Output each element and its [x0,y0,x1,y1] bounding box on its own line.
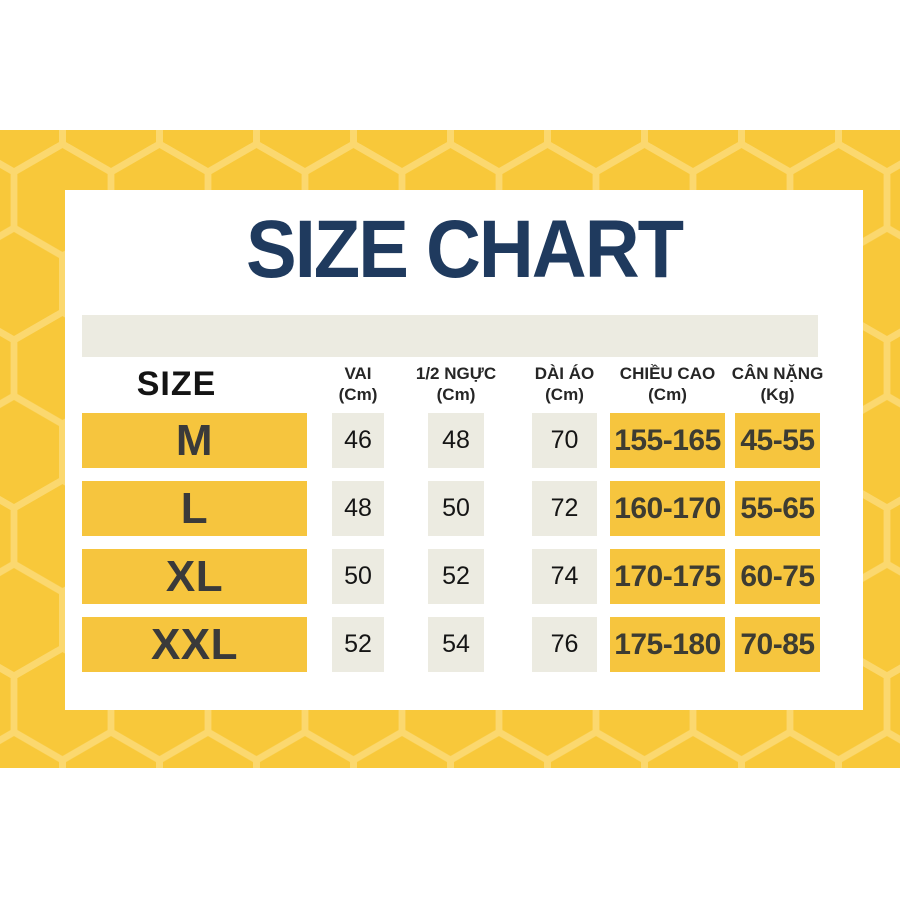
nguc-cell: 50 [428,481,484,536]
column-label: DÀI ÁO [534,364,595,383]
vai-cell: 52 [332,617,384,672]
dai-ao-cell: 72 [532,481,597,536]
dai-ao-cell: 76 [532,617,597,672]
table-row-xl: XL 50 52 74 170-175 60-75 [65,549,863,604]
column-label: VAI [344,364,372,383]
column-unit: (Cm) [648,385,687,404]
chieu-cao-cell: 170-175 [610,549,725,604]
table-row-m: M 46 48 70 155-165 45-55 [65,413,863,468]
column-header-chieu-cao: CHIỀU CAO (Cm) [610,358,725,410]
vai-cell: 50 [332,549,384,604]
column-unit: (Kg) [760,385,795,404]
chieu-cao-cell: 155-165 [610,413,725,468]
size-cell: M [82,413,307,468]
header-divider-bar [82,315,818,357]
chieu-cao-cell: 175-180 [610,617,725,672]
column-header-size: SIZE [136,364,217,403]
vai-cell: 46 [332,413,384,468]
column-label: CÂN NẶNG [731,364,824,383]
can-nang-cell: 45-55 [735,413,820,468]
nguc-cell: 52 [428,549,484,604]
dai-ao-cell: 74 [532,549,597,604]
nguc-cell: 54 [428,617,484,672]
vai-cell: 48 [332,481,384,536]
column-header-can-nang: CÂN NẶNG (Kg) [732,358,824,410]
column-unit: (Cm) [545,385,584,404]
nguc-cell: 48 [428,413,484,468]
table-row-xxl: XXL 52 54 76 175-180 70-85 [65,617,863,672]
column-unit: (Cm) [436,385,476,404]
column-label: CHIỀU CAO [619,364,716,383]
size-cell: XXL [82,617,307,672]
size-cell: XL [82,549,307,604]
table-body: M 46 48 70 155-165 45-55 L 48 50 72 160-… [65,413,863,685]
column-header-vai: VAI (Cm) [332,358,384,410]
table-row-l: L 48 50 72 160-170 55-65 [65,481,863,536]
table-header-row: SIZE VAI (Cm) 1/2 NGỰC (Cm) DÀI ÁO (Cm) … [65,358,880,410]
can-nang-cell: 60-75 [735,549,820,604]
column-label: 1/2 NGỰC [415,364,497,383]
column-header-nguc: 1/2 NGỰC (Cm) [416,358,496,410]
column-unit: (Cm) [338,385,378,404]
size-cell: L [82,481,307,536]
column-header-dai-ao: DÀI ÁO (Cm) [532,358,597,410]
can-nang-cell: 70-85 [735,617,820,672]
size-chart-card: SIZE CHART SIZE VAI (Cm) 1/2 NGỰC (Cm) D… [65,190,863,710]
page-title: SIZE CHART [246,203,684,295]
can-nang-cell: 55-65 [735,481,820,536]
dai-ao-cell: 70 [532,413,597,468]
chieu-cao-cell: 160-170 [610,481,725,536]
